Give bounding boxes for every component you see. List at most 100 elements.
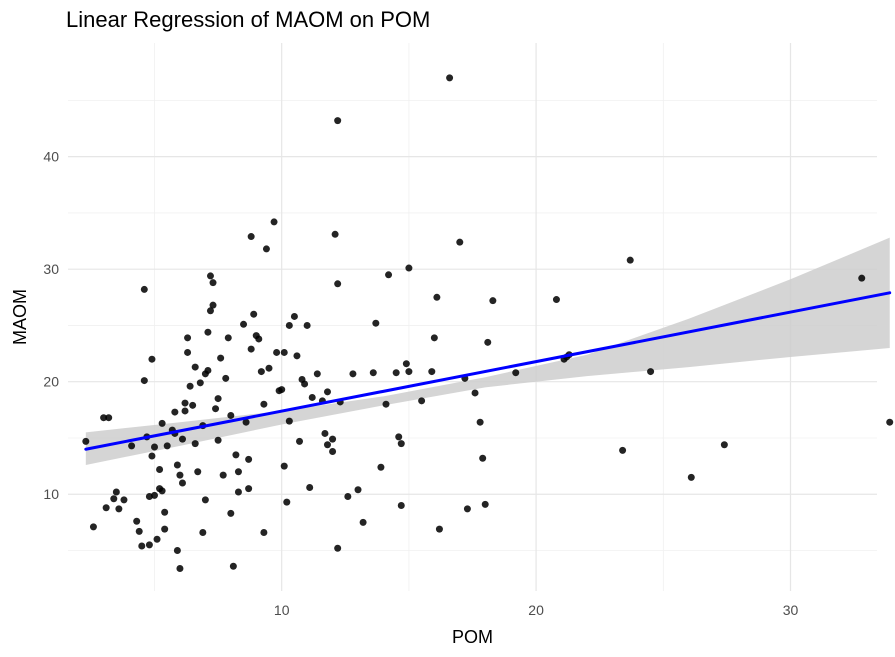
data-point-54 (204, 328, 212, 336)
data-point-96 (293, 352, 301, 360)
data-point-126 (397, 501, 405, 509)
data-point-52 (201, 496, 209, 504)
data-point-1 (89, 523, 97, 531)
data-point-120 (372, 319, 380, 327)
y-tick-label-0: 10 (43, 486, 59, 502)
data-point-111 (334, 544, 342, 552)
x-tick-label-1: 20 (528, 602, 544, 618)
data-point-25 (158, 419, 166, 427)
data-point-87 (273, 348, 281, 356)
data-point-12 (138, 542, 146, 550)
x-axis-title: POM (452, 627, 493, 647)
data-point-61 (214, 436, 222, 444)
data-point-73 (242, 418, 250, 426)
data-point-48 (196, 379, 204, 387)
data-point-10 (133, 517, 141, 525)
data-point-109 (329, 435, 337, 443)
data-point-74 (245, 455, 253, 463)
data-point-119 (369, 369, 377, 377)
data-point-153 (647, 368, 655, 376)
data-point-137 (456, 238, 464, 246)
data-point-63 (219, 471, 227, 479)
data-point-70 (234, 468, 242, 476)
data-point-3 (102, 504, 110, 512)
data-point-116 (349, 370, 357, 378)
data-point-128 (402, 360, 410, 368)
data-point-34 (173, 546, 181, 554)
data-point-0 (82, 437, 90, 445)
data-point-95 (290, 312, 298, 320)
data-point-29 (163, 442, 171, 450)
data-point-9 (128, 442, 136, 450)
data-point-66 (227, 411, 235, 419)
data-point-39 (181, 399, 189, 407)
data-point-82 (260, 528, 268, 536)
data-point-105 (321, 429, 329, 437)
data-point-107 (323, 388, 331, 396)
data-point-117 (354, 486, 362, 494)
data-point-69 (232, 451, 240, 459)
data-point-33 (173, 461, 181, 469)
data-point-136 (446, 74, 454, 82)
data-point-154 (687, 473, 695, 481)
data-point-83 (260, 400, 268, 408)
data-point-131 (418, 397, 426, 405)
x-tick-label-0: 10 (274, 602, 290, 618)
data-point-8 (120, 496, 128, 504)
data-point-108 (329, 447, 337, 455)
data-point-94 (285, 417, 293, 425)
data-point-67 (227, 509, 235, 517)
data-point-141 (476, 418, 484, 426)
data-point-132 (428, 368, 436, 376)
data-point-13 (140, 377, 148, 385)
data-point-40 (181, 407, 189, 415)
data-point-27 (161, 508, 169, 516)
data-point-100 (303, 321, 311, 329)
data-point-151 (619, 446, 627, 454)
data-point-85 (265, 364, 273, 372)
data-point-28 (161, 525, 169, 533)
data-point-134 (433, 293, 441, 301)
data-point-101 (306, 483, 314, 491)
data-point-86 (270, 218, 278, 226)
data-point-133 (430, 334, 438, 342)
chart-title: Linear Regression of MAOM on POM (66, 7, 431, 32)
data-point-93 (285, 321, 293, 329)
data-point-35 (176, 471, 184, 479)
data-point-77 (247, 233, 255, 241)
data-point-37 (178, 435, 186, 443)
data-point-144 (484, 338, 492, 346)
data-point-112 (334, 280, 342, 288)
data-point-124 (392, 369, 400, 377)
data-point-97 (296, 437, 304, 445)
data-point-7 (115, 505, 123, 513)
data-point-76 (247, 345, 255, 353)
data-point-147 (552, 296, 560, 304)
data-point-18 (148, 452, 156, 460)
data-point-152 (626, 256, 634, 264)
data-point-20 (151, 443, 158, 451)
y-axis-title: MAOM (10, 289, 30, 345)
data-point-92 (283, 498, 291, 506)
x-tick-label-2: 30 (783, 602, 799, 618)
data-point-65 (224, 334, 232, 342)
data-point-72 (240, 320, 248, 328)
data-point-113 (334, 117, 342, 125)
data-point-59 (212, 405, 220, 413)
data-point-62 (217, 354, 225, 362)
data-point-135 (435, 525, 443, 533)
data-point-118 (359, 518, 367, 526)
data-point-139 (463, 505, 471, 513)
data-point-42 (184, 334, 192, 342)
data-point-41 (184, 348, 192, 356)
data-point-157 (886, 418, 894, 426)
data-point-146 (512, 369, 520, 377)
data-point-46 (191, 440, 199, 448)
y-tick-label-1: 20 (43, 374, 59, 390)
data-point-56 (206, 272, 214, 280)
data-point-130 (405, 368, 413, 376)
data-point-89 (278, 386, 286, 394)
data-point-38 (178, 479, 186, 487)
data-point-19 (148, 355, 156, 363)
